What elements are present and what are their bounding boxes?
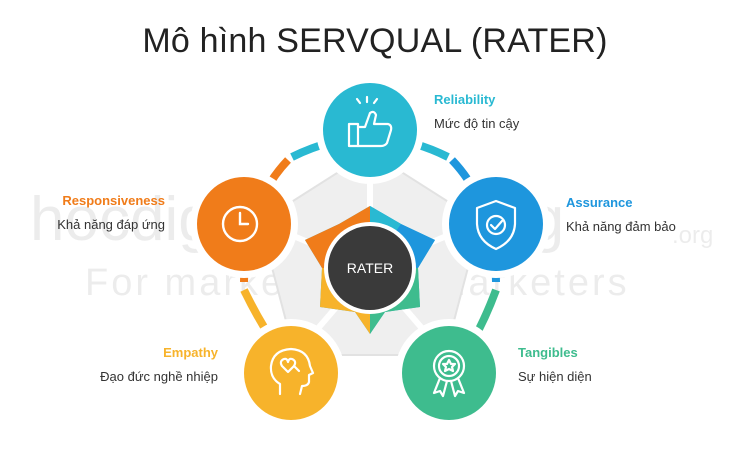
clock-icon: [221, 205, 259, 243]
label-empathy: Empathy Đạo đức nghề nhiệp: [100, 345, 218, 384]
assurance-desc: Khả năng đảm bảo: [566, 219, 676, 234]
assurance-name: Assurance: [566, 195, 633, 210]
award-ribbon-icon: [432, 349, 466, 398]
empathy-name: Empathy: [163, 345, 218, 360]
node-tangibles: [395, 319, 503, 427]
watermark-suffix: .org: [672, 222, 713, 249]
label-tangibles: Tangibles Sự hiện diện: [518, 345, 592, 384]
label-reliability: Reliability Mức độ tin cậy: [434, 92, 519, 131]
label-assurance: Assurance Khả năng đảm bảo: [566, 195, 676, 234]
node-responsiveness: [190, 170, 298, 278]
responsiveness-desc: Khả năng đáp ứng: [57, 217, 165, 232]
node-empathy: [237, 319, 345, 427]
node-assurance: [442, 170, 550, 278]
reliability-desc: Mức độ tin cậy: [434, 116, 520, 131]
thumbs-up-icon: [347, 95, 393, 148]
reliability-name: Reliability: [434, 92, 496, 107]
head-heart-icon: [269, 347, 315, 396]
center-label: RATER: [347, 260, 393, 276]
diagram-title: Mô hình SERVQUAL (RATER): [142, 22, 608, 60]
empathy-desc: Đạo đức nghề nhiệp: [100, 369, 218, 384]
center-node: RATER: [324, 222, 416, 314]
label-responsiveness: Responsiveness Khả năng đáp ứng: [57, 193, 165, 232]
shield-check-icon: [475, 199, 517, 251]
tangibles-desc: Sự hiện diện: [518, 369, 592, 384]
node-reliability: [316, 76, 424, 184]
responsiveness-name: Responsiveness: [62, 193, 165, 208]
tangibles-name: Tangibles: [518, 345, 578, 360]
